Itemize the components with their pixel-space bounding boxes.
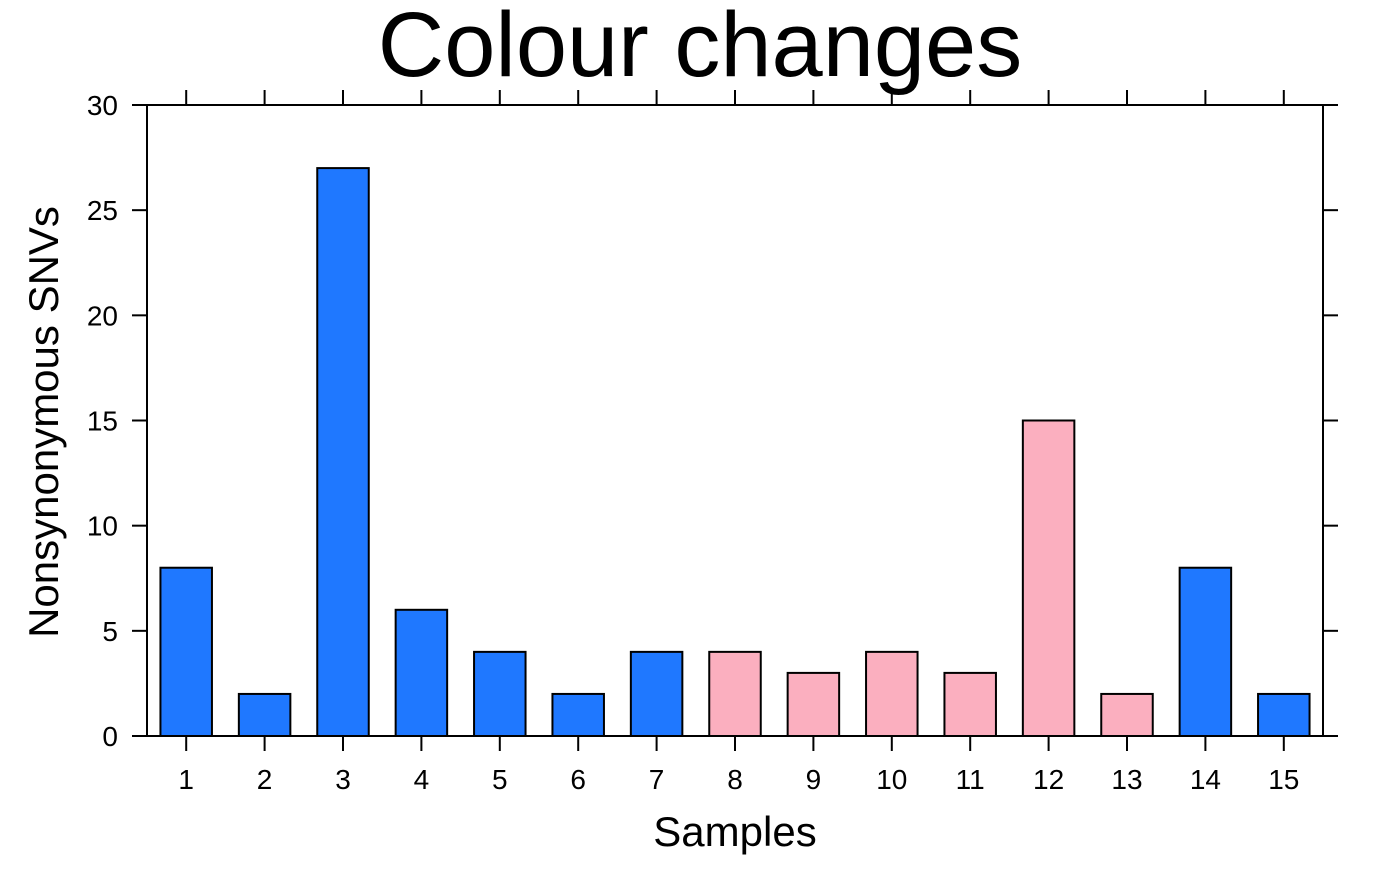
x-tick-label: 3 [335, 764, 351, 795]
y-tick-label: 20 [87, 300, 118, 331]
bar-sample-12 [1021, 419, 1076, 737]
bar-sample-9 [786, 671, 841, 738]
x-tick-label: 6 [570, 764, 586, 795]
y-tick-label: 0 [102, 721, 118, 752]
x-tick-label: 10 [876, 764, 907, 795]
bar-sample-5 [473, 650, 527, 737]
y-axis-title: Nonsynonymous SNVs [20, 206, 67, 638]
x-tick-label: 12 [1033, 764, 1064, 795]
bar-sample-2 [237, 692, 292, 738]
bar-sample-11 [943, 671, 997, 738]
x-tick-label: 15 [1268, 764, 1299, 795]
bar-sample-1 [159, 566, 213, 737]
chart-title: Colour changes [378, 0, 1022, 96]
bar-sample-3 [316, 167, 370, 738]
bar-sample-4 [394, 608, 449, 737]
x-tick-label: 13 [1111, 764, 1142, 795]
y-tick-label: 25 [87, 195, 118, 226]
x-tick-label: 14 [1190, 764, 1221, 795]
x-axis-title: Samples [653, 808, 816, 855]
bar-sample-14 [1178, 566, 1233, 737]
bar-sample-10 [865, 650, 919, 737]
y-tick-label: 30 [87, 90, 118, 121]
x-tick-label: 7 [649, 764, 665, 795]
x-tick-label: 5 [492, 764, 508, 795]
bar-sample-6 [551, 692, 605, 738]
bar-sample-8 [708, 650, 762, 737]
bar-sample-7 [629, 650, 684, 737]
x-tick-label: 4 [414, 764, 430, 795]
y-tick-label: 10 [87, 511, 118, 542]
x-tick-label: 1 [178, 764, 194, 795]
x-tick-label: 8 [727, 764, 743, 795]
x-tick-label: 2 [257, 764, 273, 795]
y-tick-label: 15 [87, 406, 118, 437]
bar-sample-13 [1100, 692, 1154, 738]
bar-sample-15 [1257, 692, 1311, 738]
x-tick-label: 9 [806, 764, 822, 795]
y-tick-label: 5 [102, 616, 118, 647]
x-tick-label: 11 [956, 764, 985, 795]
